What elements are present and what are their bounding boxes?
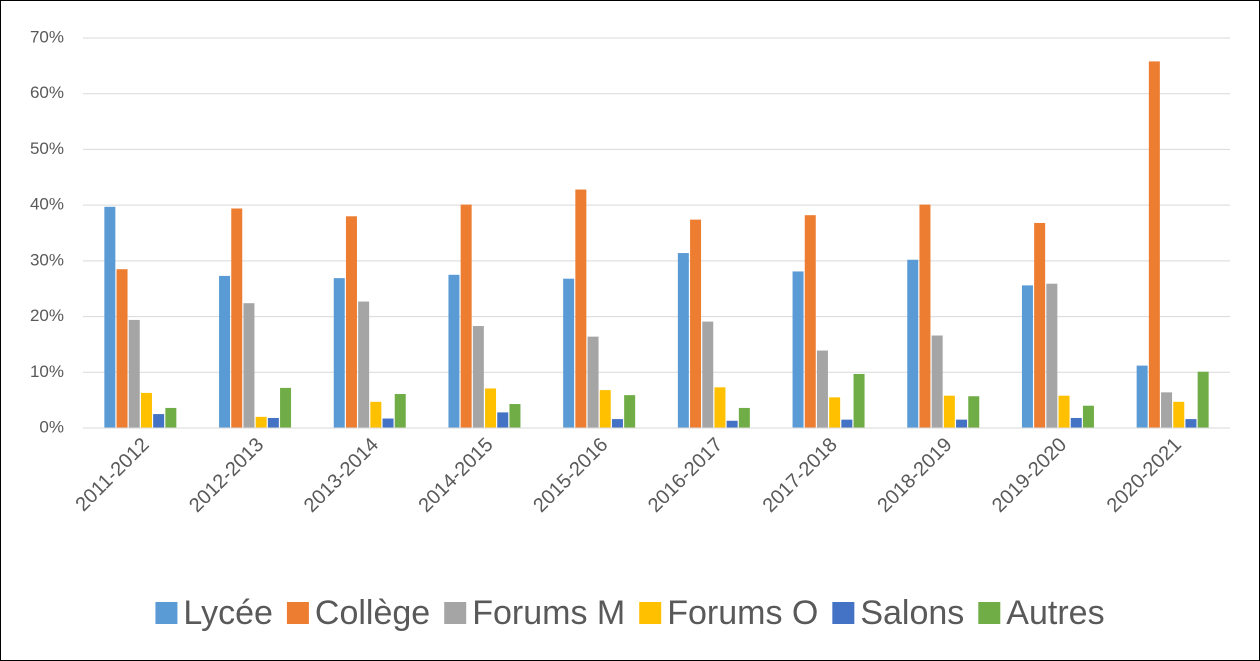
legend-label: Autres	[1006, 594, 1104, 632]
bar	[816, 350, 828, 428]
bar	[267, 417, 279, 428]
bar	[460, 204, 472, 428]
bar	[1148, 61, 1160, 429]
bar	[804, 215, 816, 428]
bar	[931, 335, 943, 428]
bar	[472, 326, 484, 428]
bar	[497, 412, 509, 428]
legend-swatch	[444, 602, 467, 624]
y-tick-label: 20%	[30, 306, 64, 325]
bar	[968, 396, 980, 428]
bar	[128, 319, 140, 428]
bar	[140, 392, 152, 428]
bar	[1136, 365, 1148, 428]
bar	[702, 321, 714, 428]
bar	[280, 387, 292, 428]
bar	[1082, 405, 1094, 428]
legend-label: Salons	[860, 594, 964, 632]
bar	[829, 397, 841, 428]
bar	[255, 416, 267, 428]
bar	[1021, 285, 1033, 428]
bar	[1058, 395, 1070, 428]
bar	[1185, 419, 1197, 428]
bar	[382, 418, 394, 428]
bar	[1173, 401, 1185, 428]
legend-label: Forums M	[472, 594, 625, 632]
y-tick-label: 10%	[30, 362, 64, 381]
legend-label: Collège	[315, 594, 430, 632]
bar	[956, 419, 968, 428]
bar	[853, 373, 865, 428]
bar	[726, 420, 738, 428]
bar	[738, 407, 750, 428]
bar	[841, 419, 853, 428]
bar	[1046, 283, 1058, 428]
y-tick-label: 0%	[39, 417, 64, 436]
bar	[690, 219, 702, 428]
bar	[333, 278, 345, 428]
bar	[1070, 417, 1082, 428]
bar	[345, 216, 357, 428]
legend-swatch	[639, 602, 662, 624]
bar	[575, 189, 587, 428]
bar	[677, 253, 689, 428]
bar	[219, 275, 231, 428]
bar	[1161, 392, 1173, 428]
y-tick-label: 40%	[30, 195, 64, 214]
legend-swatch	[155, 602, 178, 624]
bar	[243, 303, 255, 428]
bar	[943, 395, 955, 428]
bar	[153, 414, 165, 428]
legend-label: Lycée	[183, 594, 272, 632]
bar	[919, 204, 931, 428]
bar	[714, 387, 726, 428]
bar	[116, 269, 128, 428]
bar	[358, 301, 370, 428]
bar	[394, 394, 406, 428]
bar	[792, 271, 804, 428]
bar	[563, 278, 575, 428]
bar	[1034, 222, 1046, 428]
bar	[485, 388, 497, 428]
y-tick-label: 30%	[30, 250, 64, 269]
legend-swatch	[286, 602, 309, 624]
bar	[587, 336, 599, 428]
bar	[448, 274, 460, 428]
bar	[509, 404, 521, 428]
legend-label: Forums O	[667, 594, 818, 632]
legend: Lycée Collège Forums M Forums O Salons Autres	[155, 594, 1105, 632]
bar	[907, 259, 919, 428]
y-tick-label: 50%	[30, 139, 64, 158]
bar	[624, 395, 636, 428]
bar	[104, 206, 116, 428]
bar	[165, 407, 177, 428]
bar	[599, 390, 611, 428]
bar	[231, 208, 243, 428]
y-tick-label: 60%	[30, 83, 64, 102]
legend-swatch	[832, 602, 855, 624]
bar	[370, 401, 382, 428]
legend-swatch	[978, 602, 1001, 624]
bar	[1197, 371, 1209, 428]
y-tick-label: 70%	[30, 27, 64, 46]
bar	[611, 419, 623, 428]
